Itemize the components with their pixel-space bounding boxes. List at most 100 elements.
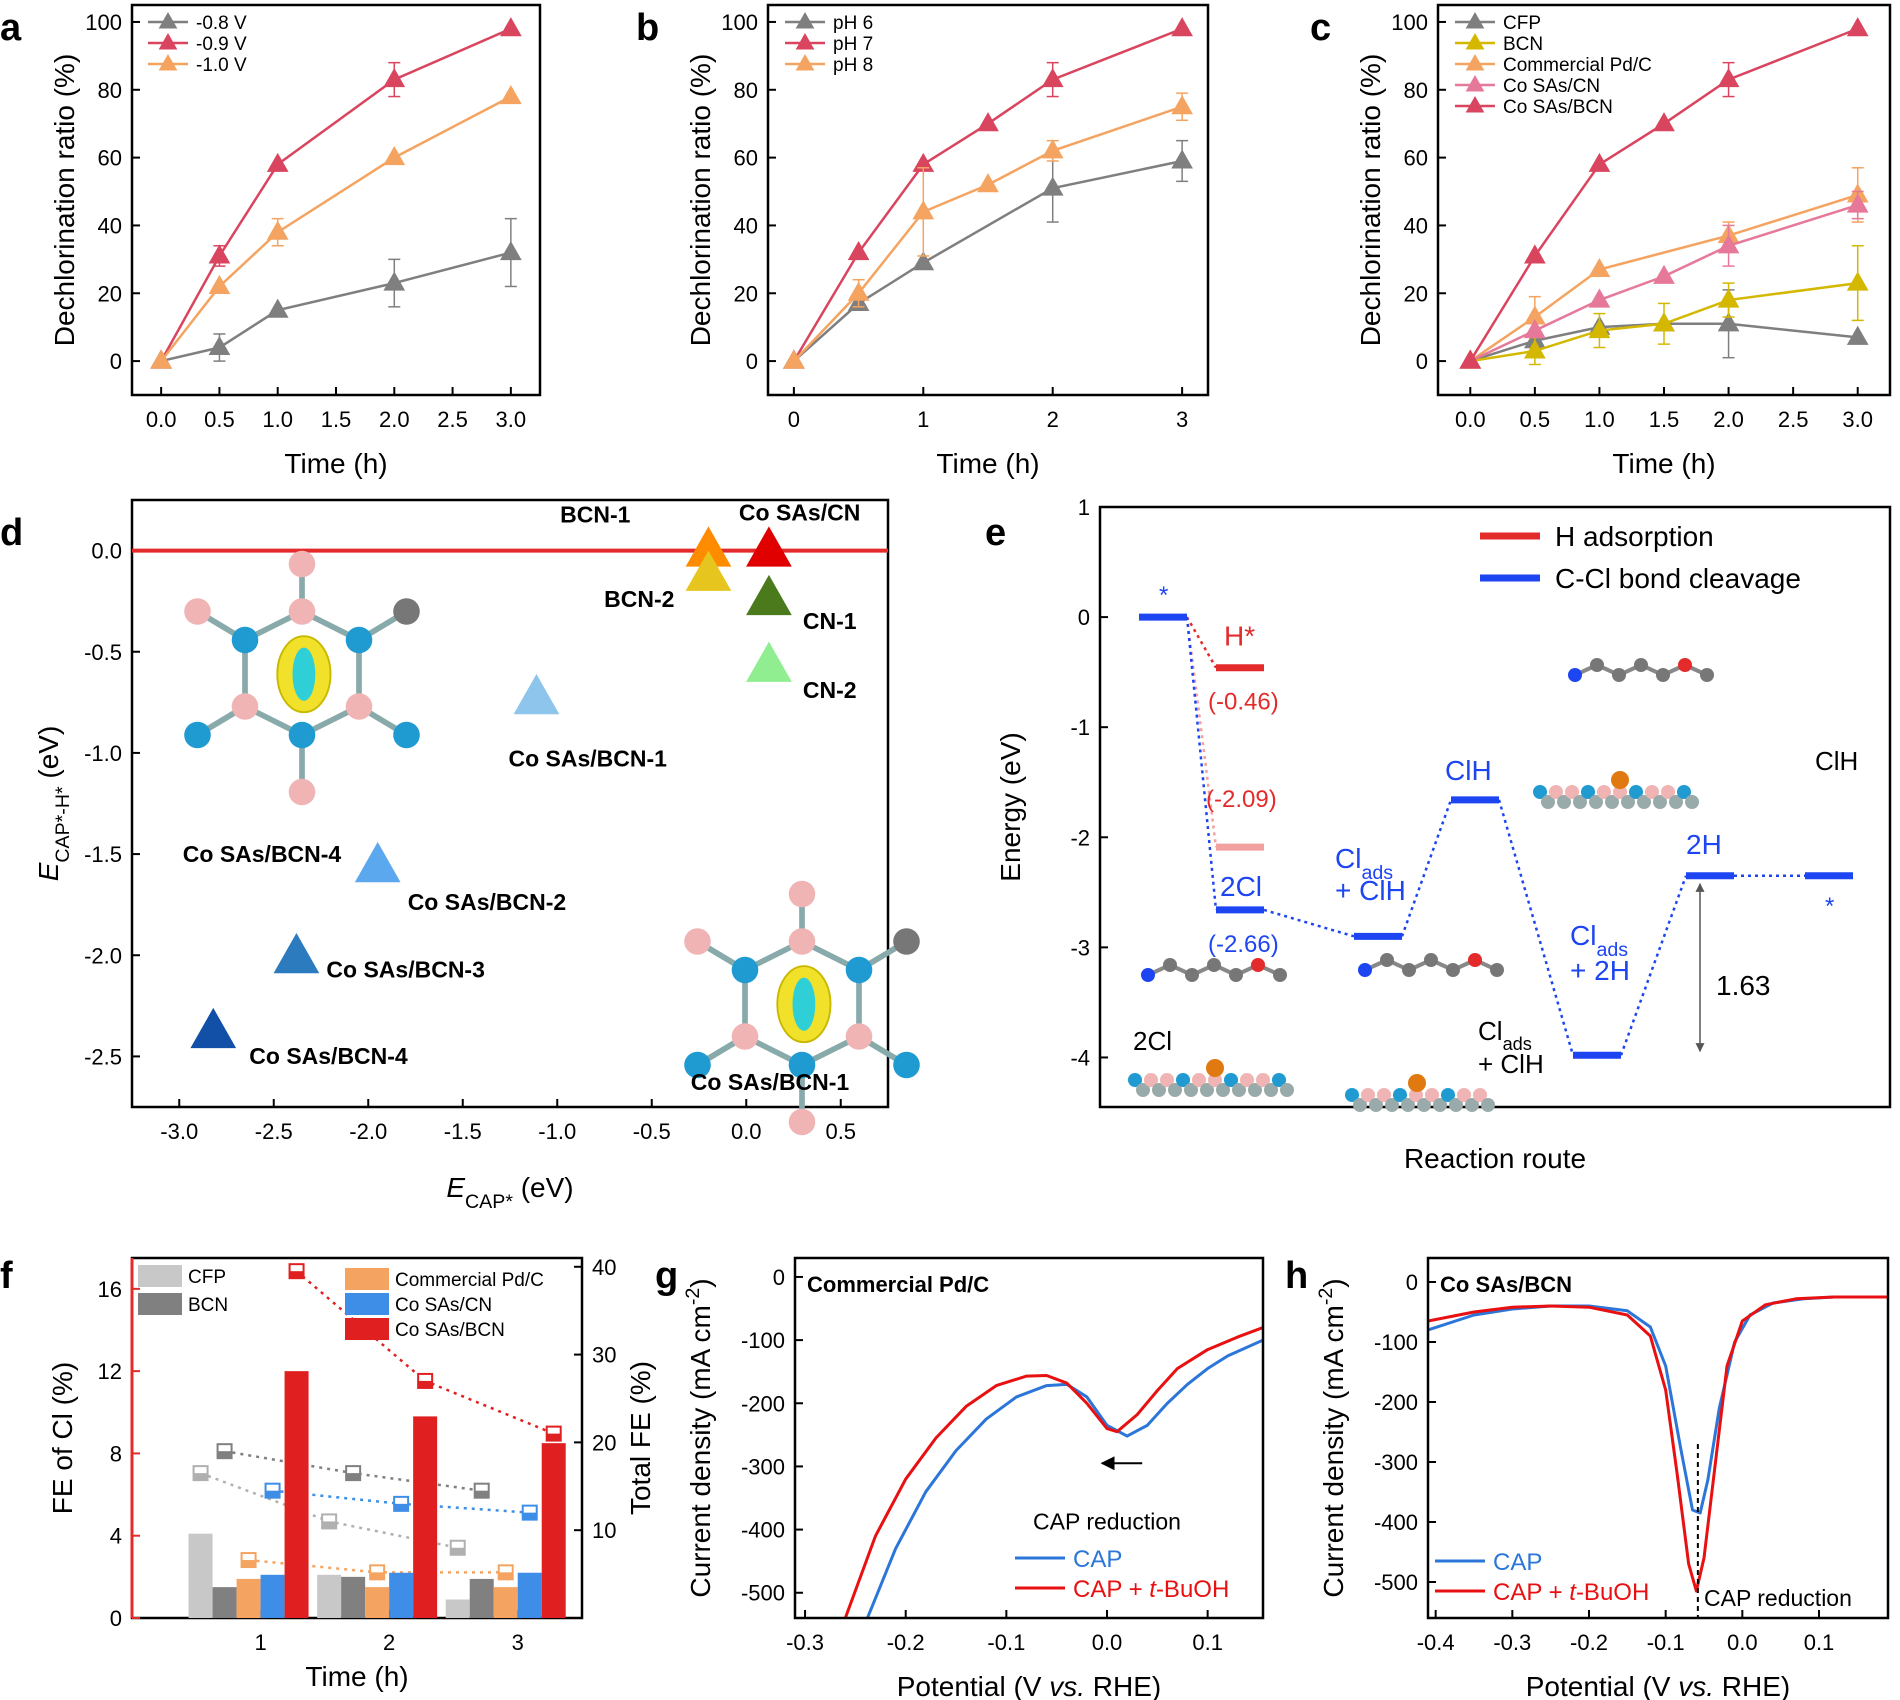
series-BCN xyxy=(1459,245,1869,369)
level-label: (-0.46) xyxy=(1208,689,1279,716)
atom xyxy=(1358,963,1372,977)
level-label: * xyxy=(1825,893,1834,920)
y-tick-label: 100 xyxy=(85,10,122,35)
total-fe-marker-fill xyxy=(193,1473,208,1481)
legend-marker xyxy=(1465,96,1485,113)
atom xyxy=(684,928,711,955)
molecule-2cl xyxy=(1141,958,1287,982)
series-Co SAs/CN xyxy=(1459,190,1869,369)
atom xyxy=(1700,668,1714,682)
panel-h: h -0.4 -0.3 -0.2 -0.1 0.0 0.1 0 -100 -200 -300 -400… xyxy=(1285,1255,1890,1700)
y-tick-label: -3 xyxy=(1070,935,1090,960)
total-fe-marker-fill xyxy=(346,1473,361,1481)
y-tick-label: 0 xyxy=(110,349,122,374)
y-tick-label: -400 xyxy=(1374,1510,1418,1535)
y-tick-label: -100 xyxy=(1374,1330,1418,1355)
slab-atom xyxy=(1597,785,1611,799)
atom xyxy=(345,626,373,654)
data-point xyxy=(1653,264,1675,284)
slab-atom xyxy=(1449,1098,1463,1112)
connector xyxy=(1263,908,1355,938)
atom xyxy=(1568,668,1582,682)
x-axis-label: Time (h) xyxy=(305,1661,408,1692)
atom xyxy=(231,626,259,654)
data-point xyxy=(208,274,231,295)
x-tick-label: 0.0 xyxy=(146,407,177,432)
legend-marker xyxy=(158,12,178,29)
series-line xyxy=(1469,322,1858,363)
slab-atom xyxy=(1433,1098,1447,1112)
slab-atom xyxy=(1160,1073,1174,1087)
y-tick-label: 12 xyxy=(98,1359,122,1384)
slab-atom xyxy=(1144,1073,1158,1087)
slab-atom xyxy=(1264,1083,1278,1097)
atom xyxy=(684,1051,711,1079)
legend-label: CAP xyxy=(1493,1549,1542,1576)
bar xyxy=(541,1443,566,1618)
legend-label: CAP + t-BuOH xyxy=(1073,1576,1229,1603)
atom xyxy=(345,693,373,720)
co-atom xyxy=(1408,1074,1426,1092)
x-tick-label: -0.2 xyxy=(1570,1630,1608,1655)
series-BCN xyxy=(212,1443,494,1618)
slab-atom xyxy=(1541,795,1555,809)
data-point xyxy=(783,349,805,369)
atom xyxy=(1207,958,1221,972)
point-label: Co SAs/BCN-4 xyxy=(249,1043,408,1069)
atom xyxy=(1229,968,1243,982)
legend-label: Commercial Pd/C xyxy=(1503,55,1652,76)
legend-swatch xyxy=(345,1293,389,1315)
bar xyxy=(365,1587,390,1618)
y-tick-label-right: 30 xyxy=(592,1343,616,1368)
data-point xyxy=(1588,288,1611,308)
slab-atom xyxy=(1417,1098,1431,1112)
slab-atom xyxy=(1353,1098,1367,1112)
y-tick-label-right: 10 xyxy=(592,1518,616,1543)
x-tick-label: -1.5 xyxy=(444,1119,482,1144)
slab-atom xyxy=(1176,1073,1190,1087)
panel-letter: h xyxy=(1285,1255,1308,1297)
level-label: + ClH xyxy=(1335,875,1406,906)
y-tick-label: 100 xyxy=(1391,10,1428,35)
atom xyxy=(1490,963,1504,977)
slab-atom xyxy=(1216,1083,1230,1097)
atom xyxy=(1590,658,1604,672)
x-tick-label: -0.1 xyxy=(987,1630,1025,1655)
slab-atom xyxy=(1685,795,1699,809)
y-tick-label: 0 xyxy=(1078,605,1090,630)
series-line xyxy=(792,105,1183,362)
data-point xyxy=(383,271,406,291)
legend-label: pH 8 xyxy=(833,55,873,76)
y-axis-label: Current density (mA cm-2) xyxy=(682,1278,716,1597)
data-point xyxy=(1653,112,1675,132)
series-Commercial Pd/C xyxy=(236,1552,518,1618)
y-tick-label: 0 xyxy=(110,1606,122,1631)
legend-label: H adsorption xyxy=(1555,521,1714,552)
scatter-point xyxy=(746,526,792,567)
data-point xyxy=(1171,95,1193,115)
data-point xyxy=(1041,68,1064,88)
series-line xyxy=(1469,203,1859,363)
x-tick-label: 0.5 xyxy=(204,407,235,432)
series-pH 8 xyxy=(783,92,1193,369)
legend-label: CFP xyxy=(188,1267,226,1288)
atom xyxy=(1185,968,1199,982)
bar xyxy=(445,1599,470,1618)
slab-atom xyxy=(1549,785,1563,799)
structure-label: ClH xyxy=(1815,746,1858,776)
x-axis-label: Time (h) xyxy=(1612,448,1715,479)
data-point xyxy=(1588,257,1611,278)
total-fe-marker-fill xyxy=(546,1433,561,1441)
slab-clads xyxy=(1345,1074,1495,1112)
atom xyxy=(1273,968,1287,982)
total-fe-marker-fill xyxy=(450,1547,465,1555)
y-tick-label: -2.0 xyxy=(84,943,122,968)
data-point xyxy=(266,152,289,172)
slab-atom xyxy=(1401,1098,1415,1112)
atom xyxy=(288,778,316,806)
data-point xyxy=(912,200,935,220)
slab-atom xyxy=(1613,785,1627,799)
data-point xyxy=(1717,68,1740,88)
atom xyxy=(1656,668,1670,682)
